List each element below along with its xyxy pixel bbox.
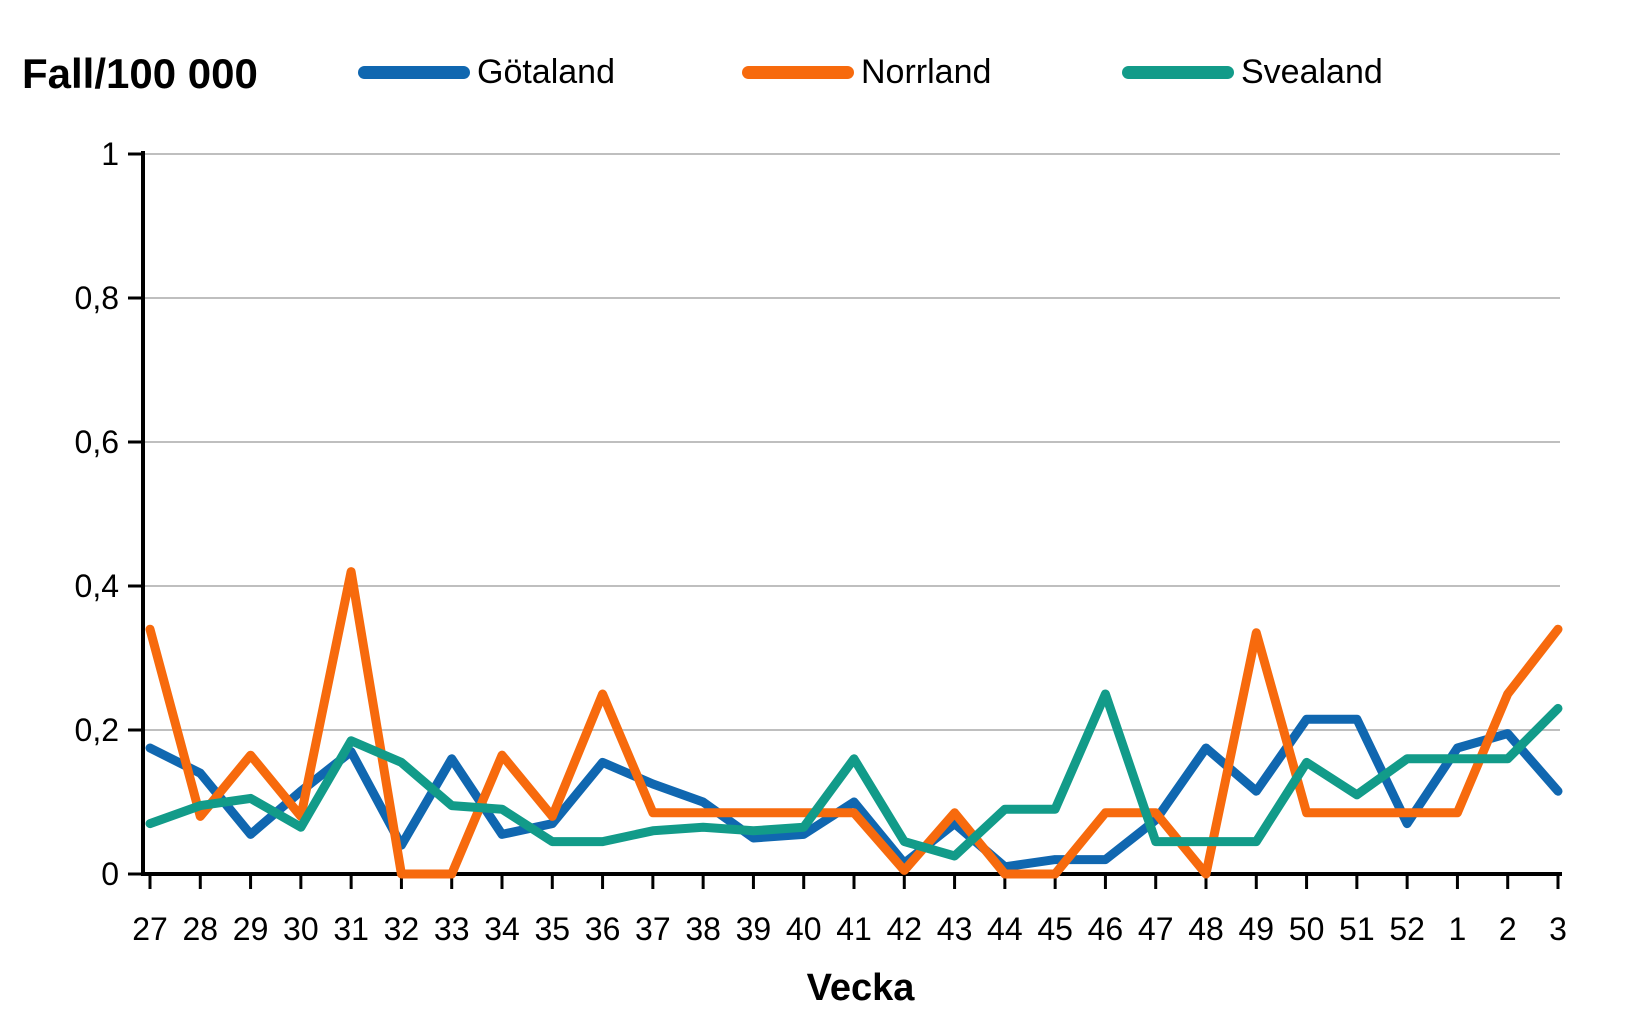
x-tick-label: 37 <box>635 911 671 947</box>
x-tick-label: 52 <box>1389 911 1425 947</box>
legend-label-gotaland: Götaland <box>477 52 615 91</box>
x-tick-label: 28 <box>182 911 218 947</box>
x-tick-label: 30 <box>283 911 319 947</box>
legend-item-norrland: Norrland <box>742 48 991 96</box>
x-tick-label: 45 <box>1037 911 1073 947</box>
x-tick-label: 31 <box>333 911 369 947</box>
series-norrland-line <box>145 567 1563 879</box>
y-tick-label: 0,8 <box>75 280 119 316</box>
x-tick-label: 38 <box>685 911 721 947</box>
x-tick-label: 40 <box>786 911 822 947</box>
x-tick-label: 32 <box>384 911 420 947</box>
y-tick-label: 0,4 <box>75 568 119 604</box>
x-tick-label: 2 <box>1499 911 1517 947</box>
x-tick-label: 3 <box>1549 911 1567 947</box>
x-tick-label: 27 <box>132 911 168 947</box>
x-tick-label: 48 <box>1188 911 1224 947</box>
series-götaland-line <box>145 714 1563 872</box>
x-axis-ticks: 27 28 29 30 31 32 33 34 35 36 37 38 39 40 41 42 43 44 45 46… <box>132 874 1567 947</box>
x-tick-label: 39 <box>736 911 772 947</box>
x-tick-label: 49 <box>1238 911 1274 947</box>
x-tick-label: 47 <box>1138 911 1174 947</box>
y-tick-label: 0 <box>101 856 119 892</box>
gridlines <box>143 153 1560 731</box>
x-tick-label: 1 <box>1449 911 1467 947</box>
x-tick-label: 46 <box>1088 911 1124 947</box>
x-tick-label: 36 <box>585 911 621 947</box>
x-tick-label: 51 <box>1339 911 1375 947</box>
y-tick-label: 1 <box>101 136 119 172</box>
svealand-line-swatch-icon <box>1122 65 1234 79</box>
y-tick-label: 0,6 <box>75 424 119 460</box>
legend-item-svealand: Svealand <box>1122 48 1383 96</box>
x-axis-title: Vecka <box>807 967 916 1009</box>
x-tick-label: 44 <box>987 911 1023 947</box>
legend: Götaland Norrland Svealand <box>0 48 1650 96</box>
series-svealand-line <box>145 689 1563 861</box>
y-tick-label: 0,2 <box>75 712 119 748</box>
x-tick-label: 35 <box>534 911 570 947</box>
legend-item-gotaland: Götaland <box>358 48 615 96</box>
x-tick-label: 42 <box>886 911 922 947</box>
x-tick-label: 41 <box>836 911 872 947</box>
x-tick-label: 33 <box>434 911 470 947</box>
axes <box>141 151 1562 876</box>
x-tick-label: 34 <box>484 911 520 947</box>
norrland-line-swatch-icon <box>742 65 854 79</box>
legend-label-norrland: Norrland <box>861 52 992 91</box>
y-axis-ticks: 0 0,2 0,4 0,6 0,8 1 <box>75 136 143 892</box>
x-tick-label: 50 <box>1289 911 1325 947</box>
legend-label-svealand: Svealand <box>1241 52 1383 91</box>
x-tick-label: 43 <box>937 911 973 947</box>
gotaland-line-swatch-icon <box>358 65 470 79</box>
y-axis-title: Fall/100 000 <box>22 50 258 97</box>
x-tick-label: 29 <box>233 911 269 947</box>
